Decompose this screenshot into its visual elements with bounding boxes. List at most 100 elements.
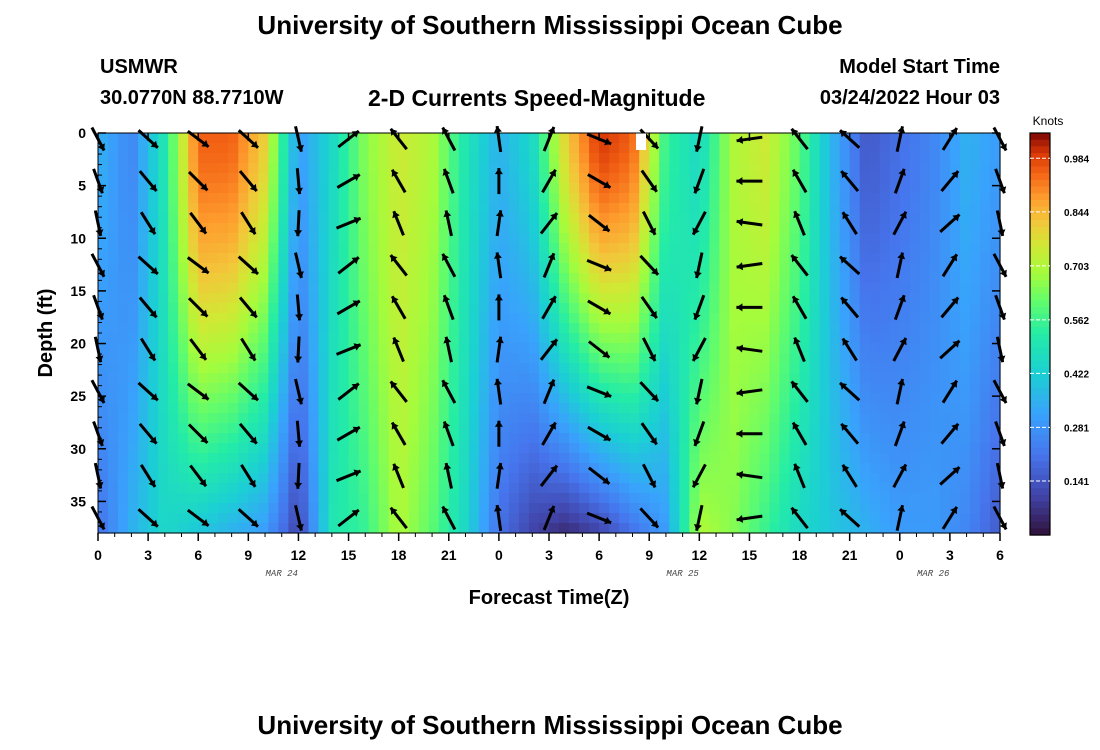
heatmap-cell [889,343,901,354]
heatmap-cell [569,353,580,364]
heatmap-cell [719,363,730,374]
heatmap-cell [879,353,891,364]
current-arrow [139,337,157,362]
heatmap-cell [498,393,510,404]
heatmap-cell [108,353,119,364]
heatmap-cell [779,483,791,494]
heatmap-cell [408,143,420,154]
heatmap-cell [108,513,119,524]
heatmap-cell [979,253,991,264]
current-arrow [736,262,763,271]
heatmap-cell [188,203,199,214]
heatmap-cell [258,213,269,224]
heatmap-cell [338,193,350,204]
heatmap-cell [108,423,119,434]
heatmap-cell [348,393,360,404]
heatmap-cell [609,203,620,214]
heatmap-cell [108,453,119,464]
heatmap-cell [789,403,801,414]
heatmap-cell [518,453,530,464]
heatmap-cell [769,203,781,214]
x-tick-label: 12 [291,547,307,563]
heatmap-cell [699,363,710,374]
heatmap-cell [318,493,330,504]
heatmap-cell [739,493,751,504]
heatmap-cell [408,513,420,524]
heatmap-cell [268,183,279,194]
current-arrow [337,256,360,275]
current-arrow [941,253,959,278]
heatmap-cell [769,393,781,404]
heatmap-cell [769,133,781,144]
heatmap-cell [408,483,420,494]
heatmap-cell [338,313,350,324]
heatmap-cell [98,463,109,474]
heatmap-cell [989,283,1001,294]
heatmap-cell [829,243,841,254]
current-arrow [240,337,257,362]
heatmap-cell [619,173,630,184]
heatmap-cell [939,283,951,294]
heatmap-cell [929,473,941,484]
heatmap-cell [478,433,490,444]
heatmap-cell [328,413,340,424]
heatmap-cell [528,253,540,264]
heatmap-cell [378,203,390,214]
heatmap-cell [518,143,530,154]
heatmap-cell [378,503,390,514]
heatmap-cell [148,483,159,494]
heatmap-cell [769,143,781,154]
heatmap-cell [158,283,169,294]
heatmap-cell [478,403,490,414]
heatmap-cell [448,453,460,464]
heatmap-cell [649,303,660,314]
heatmap-cell [448,423,460,434]
heatmap-cell [769,443,781,454]
heatmap-cell [298,273,310,284]
heatmap-cell [669,513,680,524]
heatmap-cell [158,313,169,324]
heatmap-cell [538,193,550,204]
heatmap-cell [428,353,440,364]
heatmap-cell [298,343,310,354]
heatmap-cell [819,303,831,314]
heatmap-cell [168,393,179,404]
heatmap-cell [138,523,149,534]
heatmap-cell [278,373,290,384]
colorbar-segment [1030,414,1050,422]
heatmap-cell [278,343,290,354]
heatmap-cell [609,333,620,344]
heatmap-cell [438,513,450,524]
heatmap-cell [318,353,330,364]
heatmap-cell [318,483,330,494]
heatmap-cell [749,503,761,514]
heatmap-cell [288,503,300,514]
heatmap-cell [929,483,941,494]
heatmap-cell [238,403,249,414]
heatmap-cell [158,133,169,144]
colorbar-segment [1030,387,1050,395]
heatmap-cell [689,383,700,394]
heatmap-cell [719,303,730,314]
current-arrow [939,339,961,360]
heatmap-cell [488,423,500,434]
heatmap-cell [929,363,941,374]
heatmap-cell [569,313,580,324]
heatmap-cell [298,423,310,434]
heatmap-cell [869,473,881,484]
heatmap-cell [218,273,229,284]
heatmap-cell [859,333,871,344]
heatmap-cell [769,263,781,274]
heatmap-cell [819,193,831,204]
date-label: MAR 24 [266,569,298,579]
station-id: USMWR [100,56,178,78]
heatmap-cell [478,193,490,204]
heatmap-cell [298,233,310,244]
heatmap-cell [549,283,560,294]
heatmap-cell [939,373,951,384]
heatmap-cell [208,213,219,224]
heatmap-cell [839,143,851,154]
heatmap-cell [438,323,450,334]
x-tick-label: 3 [545,547,553,563]
heatmap-cell [829,413,841,424]
